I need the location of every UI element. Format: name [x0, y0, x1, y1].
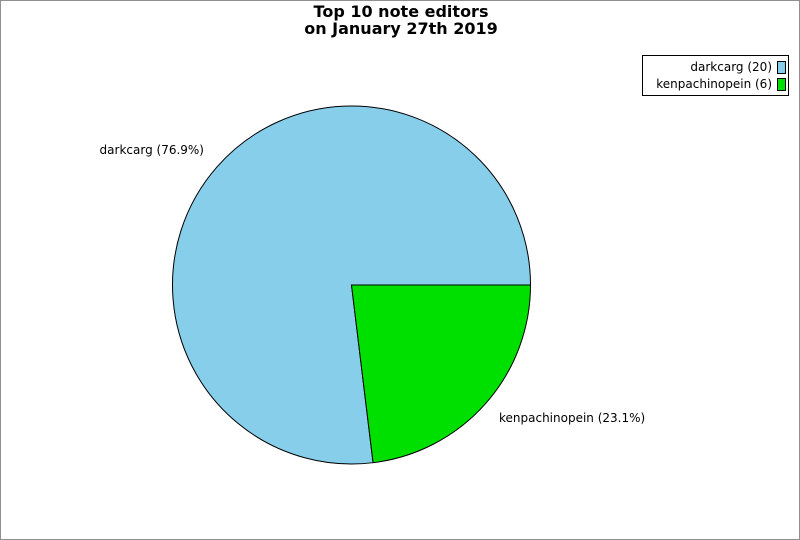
chart-title-line2: on January 27th 2019 [304, 19, 498, 38]
slice-label-kenpachinopein: kenpachinopein (23.1%) [499, 411, 646, 425]
legend-item: darkcarg (20) [645, 59, 786, 76]
slice-label-darkcarg: darkcarg (76.9%) [99, 143, 204, 157]
legend-box: darkcarg (20) kenpachinopein (6) [642, 55, 789, 96]
legend-label: kenpachinopein (6) [656, 77, 772, 91]
pie-slice-kenpachinopein [350, 284, 532, 464]
legend-swatch [777, 77, 786, 91]
legend-item: kenpachinopein (6) [645, 76, 786, 93]
chart-title: Top 10 note editors on January 27th 2019 [1, 2, 799, 38]
pie-slice-darkcarg [172, 105, 532, 465]
legend-label: darkcarg (20) [690, 60, 772, 74]
chart-title-line1: Top 10 note editors [313, 2, 489, 21]
legend-swatch [777, 60, 786, 74]
